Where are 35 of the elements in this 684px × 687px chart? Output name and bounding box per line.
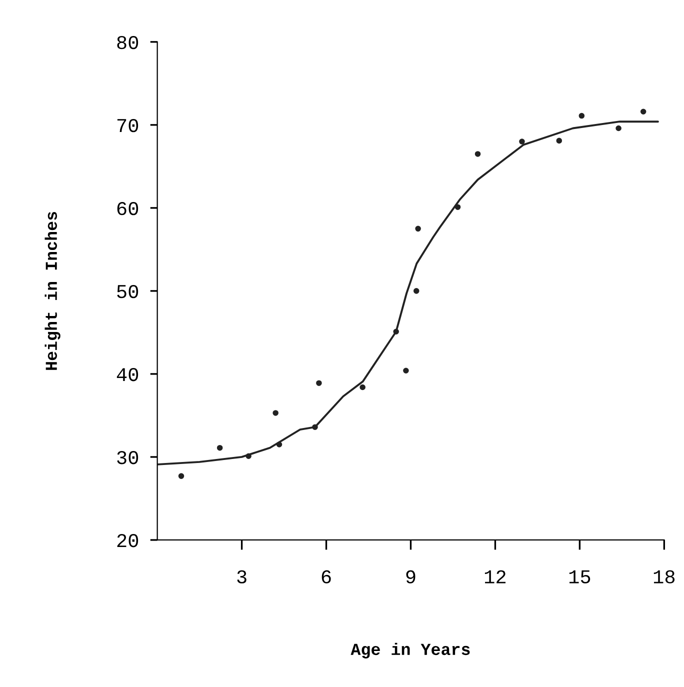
point [403, 368, 409, 374]
point [393, 328, 399, 335]
point [276, 442, 282, 448]
y-tick-label: 50 [117, 284, 138, 298]
x-axis-title: Age in Years [350, 642, 470, 658]
point [246, 453, 252, 460]
point [556, 138, 562, 144]
point [519, 138, 525, 144]
point [216, 444, 223, 451]
x-tick-label: 18 [654, 570, 675, 584]
point [616, 125, 622, 132]
point [360, 384, 366, 390]
y-tick-label: 30 [117, 451, 138, 464]
x-tick-label: 6 [322, 570, 331, 584]
x-tick-label: 9 [406, 570, 416, 584]
y-tick-label: 20 [117, 534, 138, 548]
point [312, 424, 318, 430]
x-tick-label: 3 [237, 570, 246, 584]
y-tick-label: 40 [116, 368, 138, 382]
point [454, 204, 461, 210]
y-tick-label: 70 [117, 118, 138, 132]
point [640, 108, 646, 115]
y-tick-label: 60 [117, 202, 138, 216]
point [272, 410, 278, 416]
point [413, 288, 420, 294]
y-axis-title: Height in Inches [44, 212, 60, 370]
x-tick-label: 15 [569, 570, 590, 584]
point [316, 380, 322, 386]
x-tick-label: 12 [484, 570, 506, 584]
point [178, 473, 184, 479]
point [415, 226, 421, 232]
line-series [157, 120, 659, 466]
point [474, 151, 481, 157]
y-tick-label: 80 [117, 36, 138, 50]
point [578, 112, 585, 119]
